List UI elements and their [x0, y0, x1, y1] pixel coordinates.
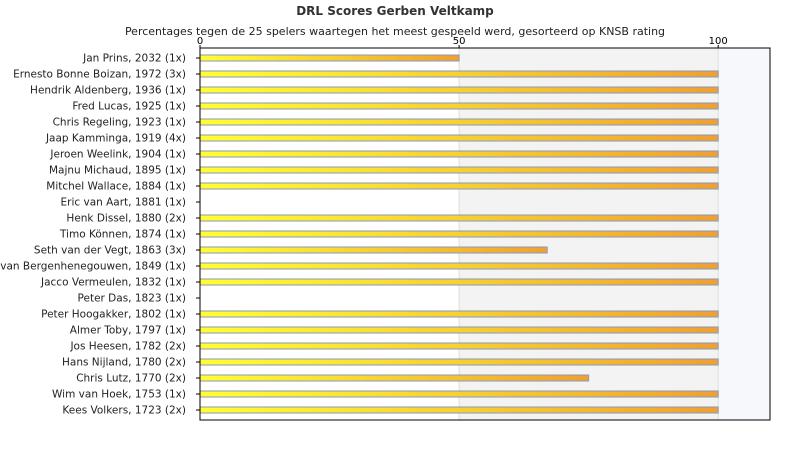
category-label: Jacco Vermeulen, 1832 (1x) — [40, 277, 186, 289]
bar — [199, 278, 719, 286]
category-label: Chris Regeling, 1923 (1x) — [53, 117, 186, 129]
category-label: van Bergenhenegouwen, 1849 (1x) — [0, 261, 186, 273]
chart-subtitle: Percentages tegen de 25 spelers waartege… — [124, 25, 666, 38]
bar — [199, 358, 719, 366]
bar — [199, 102, 719, 110]
category-label: Ernesto Bonne Boizan, 1972 (3x) — [13, 69, 186, 81]
bar — [199, 342, 719, 350]
category-label: Wim van Hoek, 1753 (1x) — [52, 389, 186, 401]
bar — [199, 54, 460, 62]
category-label: Almer Toby, 1797 (1x) — [70, 325, 186, 337]
bar — [199, 166, 719, 174]
bar — [199, 134, 719, 142]
x-tick-label: 50 — [453, 36, 466, 47]
category-label: Peter Hoogakker, 1802 (1x) — [41, 309, 186, 321]
category-label: Jeroen Weelink, 1904 (1x) — [49, 149, 186, 161]
category-label: Seth van der Vegt, 1863 (3x) — [34, 245, 186, 257]
bar — [199, 230, 719, 238]
plot-frame — [199, 47, 771, 421]
category-label: Jan Prins, 2032 (1x) — [82, 53, 186, 65]
category-label: Eric van Aart, 1881 (1x) — [61, 197, 187, 209]
bar — [199, 182, 719, 190]
plot-band-100-max — [718, 48, 770, 420]
category-label: Jaap Kamminga, 1919 (4x) — [45, 133, 186, 145]
category-label: Jos Heesen, 1782 (2x) — [69, 341, 186, 353]
bar — [199, 246, 548, 254]
bar — [199, 262, 719, 270]
category-label: Henk Dissel, 1880 (2x) — [66, 213, 186, 225]
category-label: Fred Lucas, 1925 (1x) — [72, 101, 186, 113]
bar — [199, 406, 719, 414]
bar — [199, 86, 719, 94]
bar — [199, 214, 719, 222]
category-label: Hendrik Aldenberg, 1936 (1x) — [30, 85, 186, 97]
bar — [199, 326, 719, 334]
bar — [199, 70, 719, 78]
bar — [199, 310, 719, 318]
category-label: Majnu Michaud, 1895 (1x) — [49, 165, 186, 177]
category-label: Kees Volkers, 1723 (2x) — [62, 405, 186, 417]
category-label: Peter Das, 1823 (1x) — [78, 293, 186, 305]
bar — [199, 390, 719, 398]
x-tick-label: 100 — [709, 36, 728, 47]
category-label: Chris Lutz, 1770 (2x) — [76, 373, 186, 385]
chart-title: DRL Scores Gerben Veltkamp — [296, 4, 494, 18]
category-label: Mitchel Wallace, 1884 (1x) — [46, 181, 186, 193]
category-label: Timo Können, 1874 (1x) — [59, 229, 186, 241]
bar — [199, 118, 719, 126]
bar — [199, 374, 590, 382]
category-label: Hans Nijland, 1780 (2x) — [62, 357, 186, 369]
x-tick-label: 0 — [197, 36, 203, 47]
bar — [199, 150, 719, 158]
